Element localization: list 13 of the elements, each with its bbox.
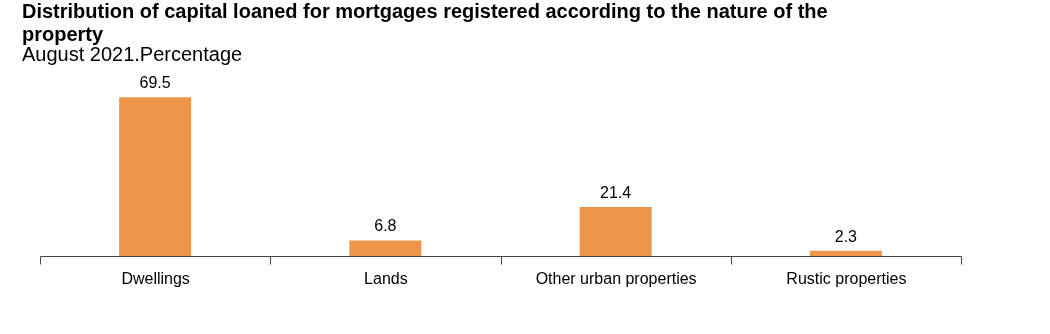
bar xyxy=(579,207,652,256)
data-label: 6.8 xyxy=(374,217,397,235)
data-label: 2.3 xyxy=(834,227,858,245)
x-tick-label: Other urban properties xyxy=(535,269,697,287)
chart-title: Distribution of capital loaned for mortgages registered according to the nature of the property xyxy=(22,0,828,46)
bar xyxy=(349,240,422,256)
x-tick-label: Rustic properties xyxy=(786,269,907,287)
x-tick-label: Dwellings xyxy=(121,269,190,287)
data-label: 69.5 xyxy=(139,74,171,92)
x-tick-label: Lands xyxy=(364,269,408,287)
bar xyxy=(809,250,882,256)
bar xyxy=(119,97,192,256)
data-label: 21.4 xyxy=(600,184,632,202)
